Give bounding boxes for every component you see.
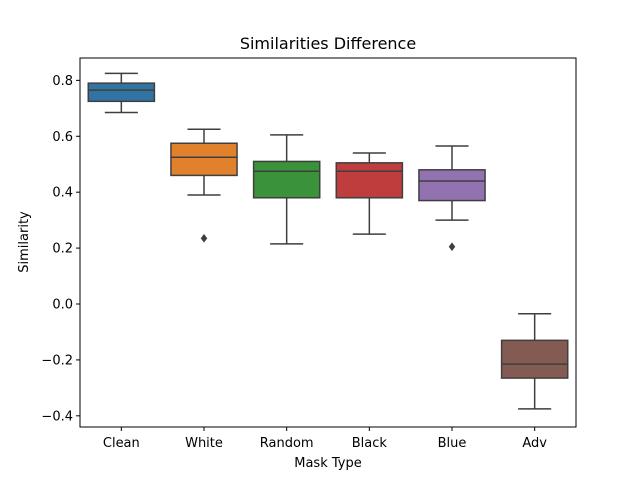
x-tick-label: Adv (522, 436, 547, 451)
x-tick-label: White (185, 436, 223, 451)
y-axis-label: Similarity (17, 211, 32, 273)
box-black (335, 162, 404, 199)
box-adv (500, 339, 569, 379)
box-random (252, 160, 321, 199)
x-tick-label: Random (260, 436, 314, 451)
outlier-marker (200, 233, 208, 243)
box-white (170, 142, 238, 177)
y-tick-label: 0.8 (52, 74, 73, 89)
chart-title: Similarities Difference (240, 34, 416, 53)
y-tick-label: −0.4 (41, 409, 73, 424)
x-tick-label: Blue (438, 436, 467, 451)
y-tick-label: 0.4 (52, 186, 73, 201)
outlier-marker (448, 242, 456, 252)
axes-frame (79, 57, 577, 428)
box-blue (418, 169, 486, 202)
y-tick-label: −0.2 (41, 353, 73, 368)
y-tick-label: 0.6 (52, 130, 73, 145)
plot-area: −0.4 −0.2 0.0 0.2 0.4 0.6 0.8 Clean White Random B… (41, 72, 569, 451)
x-axis-label: Mask Type (294, 456, 361, 471)
x-tick-label: Clean (103, 436, 140, 451)
box-clean (87, 82, 156, 103)
y-tick-label: 0.2 (52, 242, 73, 257)
y-tick-label: 0.0 (52, 298, 73, 313)
x-tick-label: Black (352, 436, 388, 451)
